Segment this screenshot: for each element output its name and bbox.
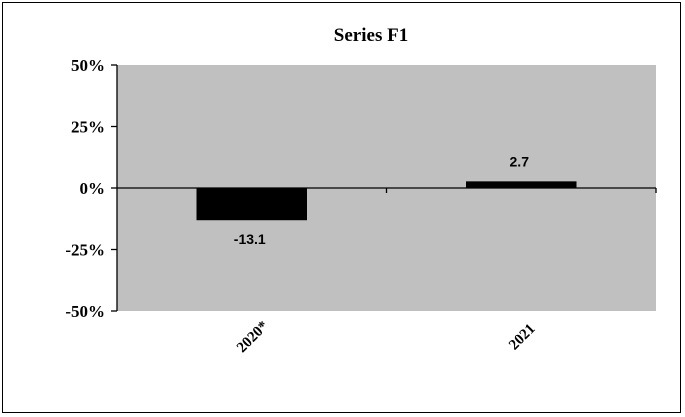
y-tick-label: 25% [71, 118, 105, 137]
y-tick-label: 0% [80, 179, 106, 198]
chart-title: Series F1 [334, 25, 408, 46]
x-tick-label: 2021 [506, 321, 539, 354]
x-tick-label: 2020* [234, 318, 272, 356]
y-tick-label: -25% [65, 241, 105, 260]
y-tick-label: 50% [71, 56, 105, 75]
y-tick-label: -50% [65, 302, 105, 321]
bar-2021 [466, 181, 577, 188]
data-label: 2.7 [510, 153, 530, 169]
data-label: -13.1 [234, 231, 266, 247]
bar-2020* [196, 188, 307, 221]
